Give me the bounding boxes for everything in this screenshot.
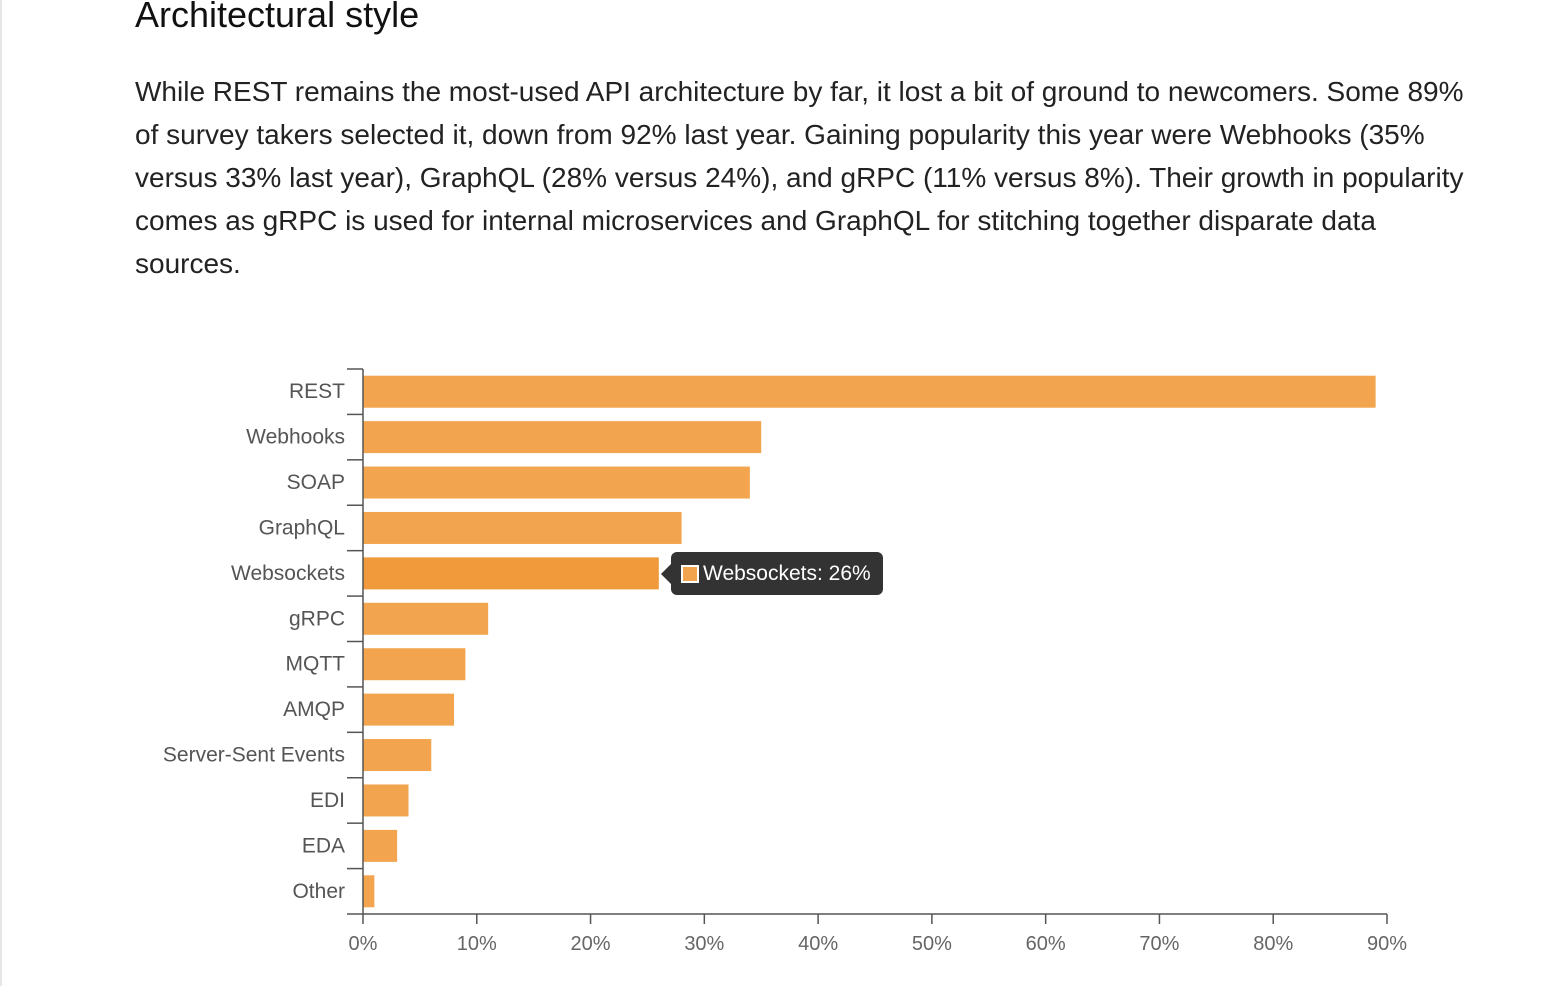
bar-amqp[interactable] xyxy=(363,693,455,726)
bar-other[interactable] xyxy=(363,875,375,908)
section-heading: Architectural style xyxy=(135,0,420,35)
chart-tooltip: Websockets: 26% xyxy=(661,552,883,595)
bar-server-sent-events[interactable] xyxy=(363,739,432,772)
category-label-soap: SOAP xyxy=(287,471,345,494)
bar-rest[interactable] xyxy=(363,375,1376,408)
y-axis: REST Webhooks SOAP GraphQL Websockets gRPC MQT… xyxy=(163,368,364,915)
bar-webhooks[interactable] xyxy=(363,421,762,454)
category-label-webhooks: Webhooks xyxy=(246,426,345,449)
x-tick-label: 90% xyxy=(1367,933,1407,955)
category-label-other: Other xyxy=(292,880,345,903)
category-label-graphql: GraphQL xyxy=(259,516,345,539)
category-label-mqtt: MQTT xyxy=(286,653,346,676)
x-tick-label: 60% xyxy=(1026,933,1066,955)
x-axis: 0% 10% 20% 30% 40% 50% 60% 70% 80% 90% xyxy=(349,913,1407,955)
bar-eda[interactable] xyxy=(363,829,398,862)
bar-grpc[interactable] xyxy=(363,602,489,635)
x-tick-label: 70% xyxy=(1139,933,1179,955)
category-label-amqp: AMQP xyxy=(283,698,345,721)
bars-group xyxy=(363,375,1376,908)
bar-soap[interactable] xyxy=(363,466,750,499)
category-label-websockets: Websockets xyxy=(231,562,345,585)
tooltip-text: Websockets: 26% xyxy=(703,561,871,585)
page-left-border xyxy=(0,0,2,986)
bar-graphql[interactable] xyxy=(363,511,682,544)
category-label-rest: REST xyxy=(289,380,345,403)
bar-mqtt[interactable] xyxy=(363,648,466,681)
category-label-server-sent-events: Server-Sent Events xyxy=(163,744,345,767)
x-tick-label: 40% xyxy=(798,933,838,955)
intro-paragraph: While REST remains the most-used API arc… xyxy=(135,76,1464,279)
x-tick-label: 50% xyxy=(912,933,952,955)
tooltip-color-swatch xyxy=(681,564,699,583)
x-tick-label: 30% xyxy=(684,933,724,955)
bar-websockets[interactable] xyxy=(363,557,659,590)
category-label-edi: EDI xyxy=(310,789,345,812)
category-label-grpc: gRPC xyxy=(289,607,345,630)
x-tick-label: 20% xyxy=(571,933,611,955)
x-tick-label: 0% xyxy=(349,933,378,955)
bar-edi[interactable] xyxy=(363,784,409,817)
category-label-eda: EDA xyxy=(302,834,345,857)
x-tick-label: 80% xyxy=(1253,933,1293,955)
x-tick-label: 10% xyxy=(457,933,497,955)
